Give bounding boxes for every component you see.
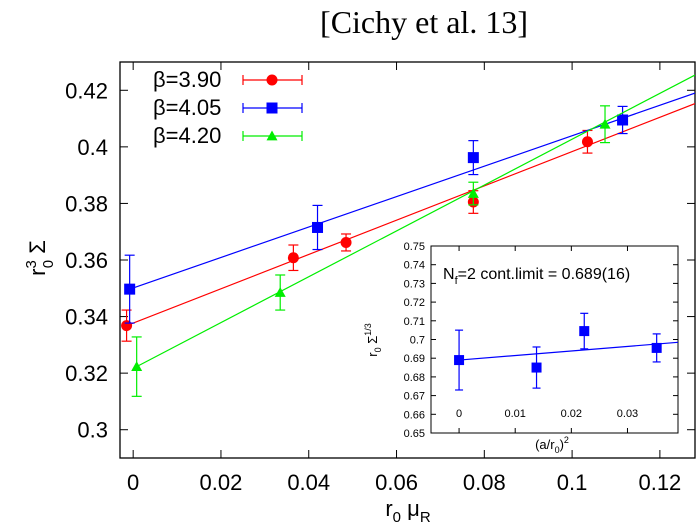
data-point (467, 152, 479, 164)
y-tick-label: 0.7 (410, 335, 425, 347)
data-point (617, 114, 629, 126)
y-tick-label: 0.65 (404, 428, 425, 440)
series-2 (131, 74, 695, 397)
series-1 (124, 92, 695, 324)
y-tick-label: 0.75 (404, 241, 425, 253)
legend-label: β=3.90 (153, 67, 221, 92)
legend-label: β=4.05 (153, 95, 221, 120)
data-point (581, 136, 593, 148)
y-tick-label: 0.32 (65, 361, 108, 386)
x-tick-label: 0 (127, 470, 139, 495)
legend-marker (266, 74, 278, 86)
y-tick-label: 0.38 (65, 191, 108, 216)
y-tick-label: 0.72 (404, 297, 425, 309)
fit-line (459, 341, 678, 361)
fit-line (126, 103, 695, 327)
series-0 (454, 312, 678, 391)
data-point (579, 326, 590, 337)
data-point (651, 342, 662, 353)
inset-plot: 0 0.01 0.02 0.03 0.65 0.66 0.67 0.68 0.69 0.7 0.71… (363, 241, 679, 455)
x-tick-label: 0.03 (617, 408, 638, 420)
y-tick-label: 0.73 (404, 278, 425, 290)
x-tick-label: 0.08 (463, 470, 506, 495)
y-tick-label: 0.42 (65, 78, 108, 103)
data-point (340, 236, 352, 248)
legend-marker (266, 130, 278, 141)
y-tick-label: 0.4 (77, 135, 108, 160)
inset-y-axis-label: r0 Σ1/3 (363, 323, 383, 357)
data-point (454, 355, 465, 366)
chart-title: [Cichy et al. 13] (320, 4, 528, 40)
y-tick-label: 0.71 (404, 316, 425, 328)
x-tick-label: 0.04 (287, 470, 330, 495)
x-tick-label: 0.1 (557, 470, 588, 495)
fit-line (129, 92, 695, 290)
data-point (121, 320, 133, 332)
y-tick-label: 0.74 (404, 260, 425, 272)
x-tick-label: 0.12 (638, 470, 681, 495)
x-tick-label: 0 (456, 408, 462, 420)
data-point (274, 287, 286, 297)
x-tick-label: 0.01 (504, 408, 525, 420)
data-point (312, 221, 324, 233)
inset-x-axis-label: (a/r0)2 (535, 435, 569, 455)
y-tick-label: 0.66 (404, 409, 425, 421)
data-point (599, 118, 611, 129)
plot-frame (430, 245, 679, 434)
y-tick-label: 0.68 (404, 372, 425, 384)
legend-entry: β=4.05 (153, 95, 303, 120)
x-tick-label: 0.06 (375, 470, 418, 495)
legend-entry: β=3.90 (153, 67, 303, 92)
data-point (124, 283, 136, 295)
data-point (131, 361, 143, 372)
data-point (287, 252, 299, 264)
y-tick-label: 0.67 (404, 391, 425, 403)
y-axis-label: r30 Σ (23, 240, 57, 276)
legend-entry: β=4.20 (153, 123, 303, 148)
x-axis-label: r0 μR (385, 496, 430, 522)
x-tick-label: 0.02 (561, 408, 582, 420)
legend-label: β=4.20 (153, 123, 221, 148)
data-point (531, 362, 542, 373)
y-tick-label: 0.34 (65, 305, 108, 330)
data-point (467, 188, 479, 198)
legend-marker (266, 102, 278, 114)
y-tick-label: 0.36 (65, 248, 108, 273)
inset-annotation: Nf=2 cont.limit = 0.689(16) (443, 266, 630, 287)
fit-line (136, 74, 695, 368)
y-tick-label: 0.69 (404, 353, 425, 365)
x-tick-label: 0.02 (200, 470, 243, 495)
y-tick-label: 0.3 (77, 418, 108, 443)
